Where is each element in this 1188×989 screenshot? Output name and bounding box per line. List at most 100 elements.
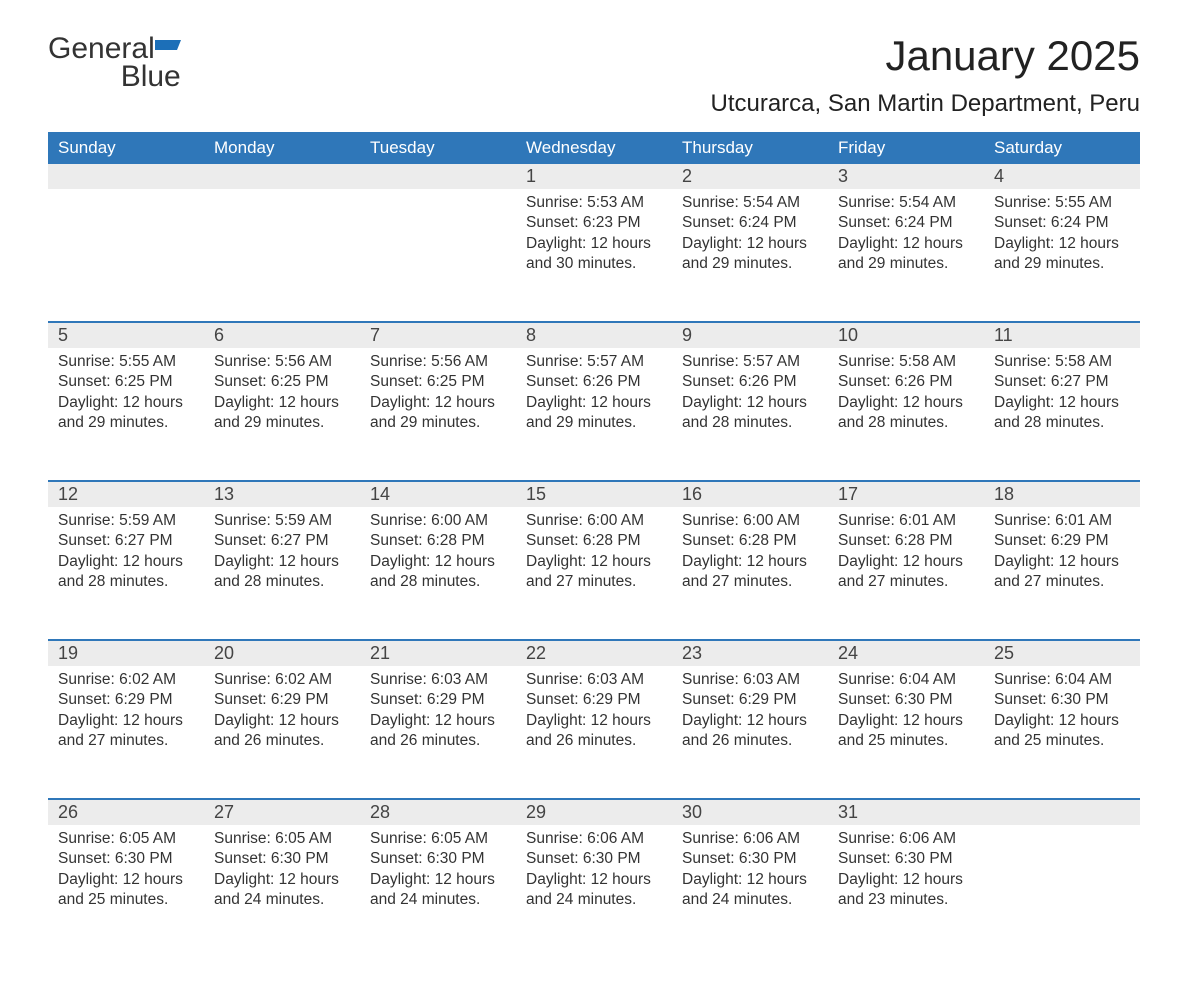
day-number: 3 bbox=[828, 164, 984, 189]
week-group: 1234Sunrise: 5:53 AMSunset: 6:23 PMDayli… bbox=[48, 164, 1140, 321]
sunrise-text: Sunrise: 5:56 AM bbox=[214, 352, 350, 372]
day-cell: Sunrise: 5:56 AMSunset: 6:25 PMDaylight:… bbox=[360, 348, 516, 462]
sunrise-text: Sunrise: 6:05 AM bbox=[214, 829, 350, 849]
sunset-text: Sunset: 6:28 PM bbox=[526, 531, 662, 551]
sunrise-text: Sunrise: 6:04 AM bbox=[838, 670, 974, 690]
sunrise-text: Sunrise: 6:06 AM bbox=[682, 829, 818, 849]
sunrise-text: Sunrise: 5:59 AM bbox=[58, 511, 194, 531]
sunrise-text: Sunrise: 5:59 AM bbox=[214, 511, 350, 531]
sunrise-text: Sunrise: 6:00 AM bbox=[370, 511, 506, 531]
sunrise-text: Sunrise: 6:04 AM bbox=[994, 670, 1130, 690]
sunset-text: Sunset: 6:30 PM bbox=[58, 849, 194, 869]
page-header: General Blue January 2025 Utcurarca, San… bbox=[48, 32, 1140, 118]
sunrise-text: Sunrise: 6:00 AM bbox=[682, 511, 818, 531]
week-group: 19202122232425Sunrise: 6:02 AMSunset: 6:… bbox=[48, 639, 1140, 798]
sunset-text: Sunset: 6:28 PM bbox=[838, 531, 974, 551]
weekday-header: Monday bbox=[204, 132, 360, 164]
day-cell: Sunrise: 5:59 AMSunset: 6:27 PMDaylight:… bbox=[48, 507, 204, 621]
sunset-text: Sunset: 6:27 PM bbox=[58, 531, 194, 551]
day-cell: Sunrise: 6:05 AMSunset: 6:30 PMDaylight:… bbox=[48, 825, 204, 939]
day-number: 27 bbox=[204, 800, 360, 825]
daynum-row: 567891011 bbox=[48, 321, 1140, 348]
day-number: 17 bbox=[828, 482, 984, 507]
day-cell: Sunrise: 5:57 AMSunset: 6:26 PMDaylight:… bbox=[672, 348, 828, 462]
week-group: 567891011Sunrise: 5:55 AMSunset: 6:25 PM… bbox=[48, 321, 1140, 480]
day-number: 22 bbox=[516, 641, 672, 666]
day-cell bbox=[360, 189, 516, 303]
week-body-row: Sunrise: 6:02 AMSunset: 6:29 PMDaylight:… bbox=[48, 666, 1140, 798]
sunrise-text: Sunrise: 5:53 AM bbox=[526, 193, 662, 213]
sunset-text: Sunset: 6:29 PM bbox=[370, 690, 506, 710]
day-number: 23 bbox=[672, 641, 828, 666]
day-cell: Sunrise: 6:03 AMSunset: 6:29 PMDaylight:… bbox=[516, 666, 672, 780]
day-cell: Sunrise: 5:56 AMSunset: 6:25 PMDaylight:… bbox=[204, 348, 360, 462]
sunset-text: Sunset: 6:27 PM bbox=[994, 372, 1130, 392]
day-number: 29 bbox=[516, 800, 672, 825]
daylight-text: Daylight: 12 hours and 26 minutes. bbox=[370, 711, 506, 752]
day-cell bbox=[48, 189, 204, 303]
sunset-text: Sunset: 6:29 PM bbox=[994, 531, 1130, 551]
daylight-text: Daylight: 12 hours and 24 minutes. bbox=[526, 870, 662, 911]
sunset-text: Sunset: 6:28 PM bbox=[682, 531, 818, 551]
day-number: 2 bbox=[672, 164, 828, 189]
day-number bbox=[360, 164, 516, 189]
day-number: 21 bbox=[360, 641, 516, 666]
daylight-text: Daylight: 12 hours and 24 minutes. bbox=[370, 870, 506, 911]
daylight-text: Daylight: 12 hours and 23 minutes. bbox=[838, 870, 974, 911]
daylight-text: Daylight: 12 hours and 28 minutes. bbox=[58, 552, 194, 593]
daylight-text: Daylight: 12 hours and 28 minutes. bbox=[214, 552, 350, 593]
sunset-text: Sunset: 6:29 PM bbox=[58, 690, 194, 710]
day-cell: Sunrise: 5:57 AMSunset: 6:26 PMDaylight:… bbox=[516, 348, 672, 462]
day-number: 26 bbox=[48, 800, 204, 825]
sunset-text: Sunset: 6:30 PM bbox=[214, 849, 350, 869]
daylight-text: Daylight: 12 hours and 24 minutes. bbox=[214, 870, 350, 911]
sunrise-text: Sunrise: 6:01 AM bbox=[838, 511, 974, 531]
day-cell: Sunrise: 6:05 AMSunset: 6:30 PMDaylight:… bbox=[360, 825, 516, 939]
sunrise-text: Sunrise: 6:02 AM bbox=[58, 670, 194, 690]
sunrise-text: Sunrise: 6:05 AM bbox=[370, 829, 506, 849]
sunrise-text: Sunrise: 6:06 AM bbox=[838, 829, 974, 849]
sunrise-text: Sunrise: 6:06 AM bbox=[526, 829, 662, 849]
day-number: 11 bbox=[984, 323, 1140, 348]
sunrise-text: Sunrise: 6:00 AM bbox=[526, 511, 662, 531]
daylight-text: Daylight: 12 hours and 29 minutes. bbox=[838, 234, 974, 275]
day-cell: Sunrise: 6:06 AMSunset: 6:30 PMDaylight:… bbox=[828, 825, 984, 939]
sunset-text: Sunset: 6:25 PM bbox=[370, 372, 506, 392]
sunset-text: Sunset: 6:24 PM bbox=[838, 213, 974, 233]
day-cell: Sunrise: 5:54 AMSunset: 6:24 PMDaylight:… bbox=[828, 189, 984, 303]
sunrise-text: Sunrise: 6:03 AM bbox=[682, 670, 818, 690]
day-number: 1 bbox=[516, 164, 672, 189]
sunrise-text: Sunrise: 6:03 AM bbox=[526, 670, 662, 690]
daylight-text: Daylight: 12 hours and 29 minutes. bbox=[214, 393, 350, 434]
daylight-text: Daylight: 12 hours and 27 minutes. bbox=[838, 552, 974, 593]
daylight-text: Daylight: 12 hours and 29 minutes. bbox=[994, 234, 1130, 275]
sunrise-text: Sunrise: 6:03 AM bbox=[370, 670, 506, 690]
sunrise-text: Sunrise: 5:54 AM bbox=[682, 193, 818, 213]
sunset-text: Sunset: 6:30 PM bbox=[838, 849, 974, 869]
sunrise-text: Sunrise: 6:02 AM bbox=[214, 670, 350, 690]
sunset-text: Sunset: 6:30 PM bbox=[682, 849, 818, 869]
weekday-header: Saturday bbox=[984, 132, 1140, 164]
day-cell: Sunrise: 6:04 AMSunset: 6:30 PMDaylight:… bbox=[984, 666, 1140, 780]
daynum-row: 12131415161718 bbox=[48, 480, 1140, 507]
day-cell: Sunrise: 6:01 AMSunset: 6:28 PMDaylight:… bbox=[828, 507, 984, 621]
sunset-text: Sunset: 6:25 PM bbox=[214, 372, 350, 392]
daylight-text: Daylight: 12 hours and 30 minutes. bbox=[526, 234, 662, 275]
daylight-text: Daylight: 12 hours and 29 minutes. bbox=[370, 393, 506, 434]
week-group: 262728293031Sunrise: 6:05 AMSunset: 6:30… bbox=[48, 798, 1140, 957]
location-subtitle: Utcurarca, San Martin Department, Peru bbox=[710, 90, 1140, 118]
daylight-text: Daylight: 12 hours and 26 minutes. bbox=[682, 711, 818, 752]
daylight-text: Daylight: 12 hours and 27 minutes. bbox=[526, 552, 662, 593]
week-body-row: Sunrise: 5:53 AMSunset: 6:23 PMDaylight:… bbox=[48, 189, 1140, 321]
day-number: 25 bbox=[984, 641, 1140, 666]
sunset-text: Sunset: 6:25 PM bbox=[58, 372, 194, 392]
daylight-text: Daylight: 12 hours and 28 minutes. bbox=[682, 393, 818, 434]
day-cell: Sunrise: 6:01 AMSunset: 6:29 PMDaylight:… bbox=[984, 507, 1140, 621]
day-cell: Sunrise: 5:58 AMSunset: 6:27 PMDaylight:… bbox=[984, 348, 1140, 462]
day-number: 10 bbox=[828, 323, 984, 348]
sunrise-text: Sunrise: 6:01 AM bbox=[994, 511, 1130, 531]
day-cell: Sunrise: 6:06 AMSunset: 6:30 PMDaylight:… bbox=[516, 825, 672, 939]
sunrise-text: Sunrise: 6:05 AM bbox=[58, 829, 194, 849]
day-number: 5 bbox=[48, 323, 204, 348]
sunset-text: Sunset: 6:26 PM bbox=[526, 372, 662, 392]
